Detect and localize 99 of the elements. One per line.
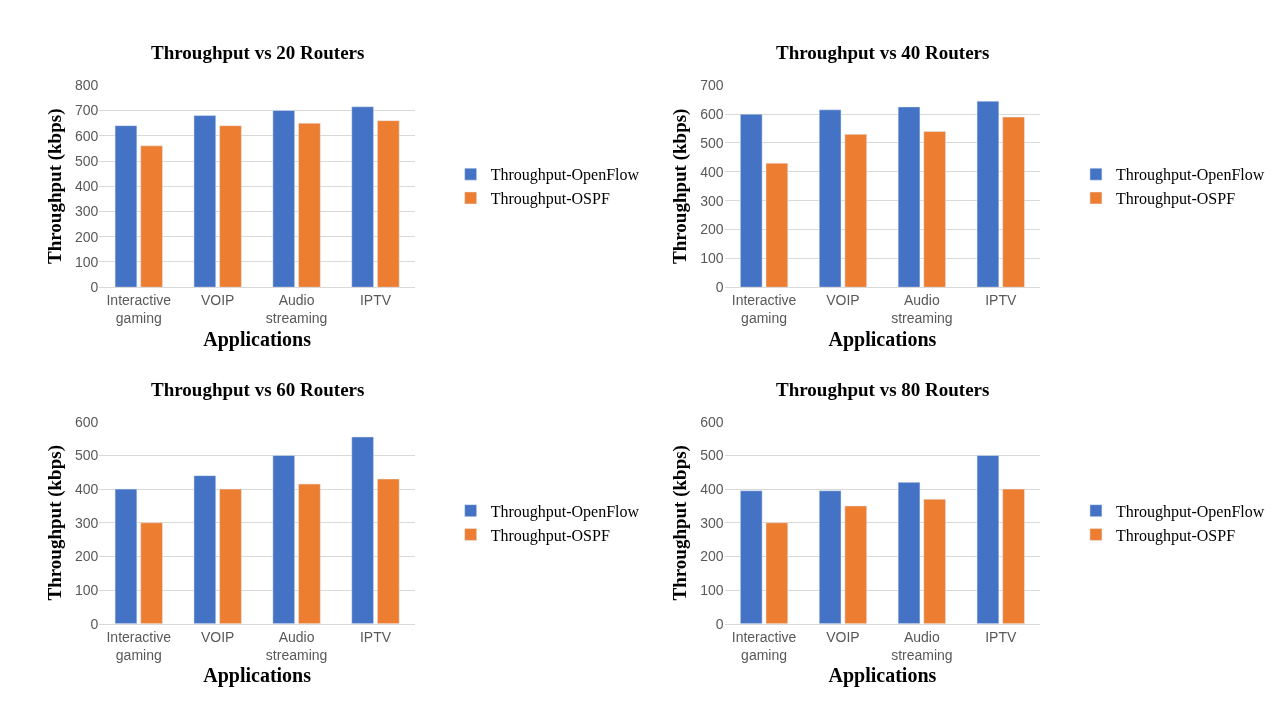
x-tick-label: IPTV — [985, 292, 1017, 308]
y-tick-label: 0 — [715, 279, 724, 296]
bar — [272, 110, 295, 288]
y-tick-label: 600 — [74, 413, 99, 430]
bar — [740, 113, 763, 288]
x-tick-label: IPTV — [359, 292, 392, 308]
y-axis-title: Throughput (kbps) — [669, 445, 692, 601]
y-tick-label: 400 — [74, 481, 99, 497]
y-tick-label: 700 — [74, 102, 99, 119]
x-tick-label: Interactive gaming — [731, 628, 797, 663]
x-tick-label: VOIP — [200, 292, 235, 308]
bar — [193, 475, 216, 624]
y-tick-label: 500 — [700, 447, 724, 464]
legend-label: Throughput-OpenFlow — [490, 502, 640, 521]
y-axis-title: Throughput (kbps) — [669, 108, 692, 264]
x-axis-title: Applications — [203, 664, 312, 688]
y-tick-label: 300 — [74, 514, 99, 531]
legend-label: Throughput-OSPF — [1115, 526, 1236, 545]
y-tick-label: 300 — [700, 514, 724, 531]
y-tick-label: 100 — [74, 253, 99, 270]
y-tick-label: 600 — [700, 106, 724, 123]
bar — [818, 490, 842, 624]
y-tick-label: 500 — [74, 152, 99, 169]
legend-label: Throughput-OSPF — [490, 190, 610, 209]
x-tick-label: IPTV — [359, 628, 392, 645]
chart-title: Throughput vs 20 Routers — [151, 42, 365, 63]
bar — [844, 505, 867, 624]
y-tick-label: 700 — [700, 77, 724, 94]
bar — [1002, 488, 1025, 624]
legend-label: Throughput-OpenFlow — [1115, 166, 1265, 185]
x-tick-label: Interactive gaming — [106, 628, 172, 663]
y-axis-title: Throughput (kbps) — [43, 108, 66, 264]
bar — [976, 100, 1000, 288]
y-tick-label: 200 — [74, 548, 99, 565]
bar — [377, 120, 400, 288]
bar — [114, 125, 138, 288]
y-tick-label: 100 — [700, 250, 724, 267]
bar — [298, 122, 321, 288]
bar — [923, 498, 946, 624]
x-tick-label: Interactive gaming — [731, 292, 797, 327]
bar — [140, 522, 163, 624]
bar — [897, 482, 921, 624]
bar — [219, 125, 242, 288]
y-tick-label: 800 — [74, 77, 99, 94]
y-tick-label: 100 — [74, 581, 99, 598]
bar — [844, 134, 867, 288]
bar — [351, 436, 374, 624]
x-tick-label: VOIP — [826, 292, 860, 308]
chart-title: Throughput vs 80 Routers — [776, 379, 990, 400]
legend-label: Throughput-OSPF — [490, 526, 610, 545]
x-tick-label: Audio streaming — [265, 628, 328, 663]
x-axis-title: Applications — [828, 664, 937, 688]
y-tick-label: 200 — [74, 228, 99, 245]
bar — [298, 483, 321, 624]
y-tick-label: 0 — [715, 615, 724, 632]
y-axis-title: Throughput (kbps) — [43, 445, 66, 601]
legend-label: Throughput-OpenFlow — [490, 166, 640, 185]
chart-title: Throughput vs 40 Routers — [776, 42, 990, 63]
bar — [219, 488, 242, 624]
y-tick-label: 500 — [74, 447, 99, 464]
chart-title: Throughput vs 60 Routers — [151, 379, 365, 400]
y-tick-label: 400 — [74, 178, 99, 195]
y-tick-label: 400 — [700, 163, 724, 180]
bar — [923, 131, 946, 288]
bar — [377, 478, 400, 624]
x-tick-label: Audio streaming — [265, 292, 328, 327]
y-tick-label: 200 — [700, 548, 724, 565]
bar — [765, 162, 789, 288]
bar — [740, 490, 763, 624]
x-tick-label: Audio streaming — [891, 628, 953, 663]
y-tick-label: 0 — [90, 279, 99, 296]
bar — [1002, 116, 1025, 288]
y-tick-label: 300 — [74, 203, 99, 220]
bar — [897, 106, 921, 288]
bar — [976, 455, 1000, 624]
x-tick-label: IPTV — [985, 628, 1017, 645]
bar — [193, 115, 216, 288]
bar — [272, 455, 295, 624]
x-axis-title: Applications — [828, 327, 937, 351]
bar — [140, 145, 163, 288]
bar — [351, 106, 374, 288]
y-tick-label: 400 — [700, 481, 724, 497]
y-tick-label: 600 — [700, 413, 724, 430]
bar — [114, 488, 138, 624]
y-tick-label: 600 — [74, 127, 99, 144]
y-tick-label: 100 — [700, 581, 724, 598]
legend-label: Throughput-OSPF — [1115, 190, 1236, 209]
x-tick-label: Interactive gaming — [106, 292, 172, 327]
y-tick-label: 500 — [700, 134, 724, 151]
y-tick-label: 200 — [700, 221, 724, 238]
x-tick-label: Audio streaming — [891, 292, 953, 327]
x-tick-label: VOIP — [200, 628, 235, 645]
bar — [765, 522, 789, 624]
y-tick-label: 300 — [700, 192, 724, 209]
legend-label: Throughput-OpenFlow — [1115, 502, 1265, 521]
x-tick-label: VOIP — [826, 628, 860, 645]
y-tick-label: 0 — [90, 615, 99, 632]
x-axis-title: Applications — [203, 327, 312, 351]
bar — [818, 109, 842, 288]
